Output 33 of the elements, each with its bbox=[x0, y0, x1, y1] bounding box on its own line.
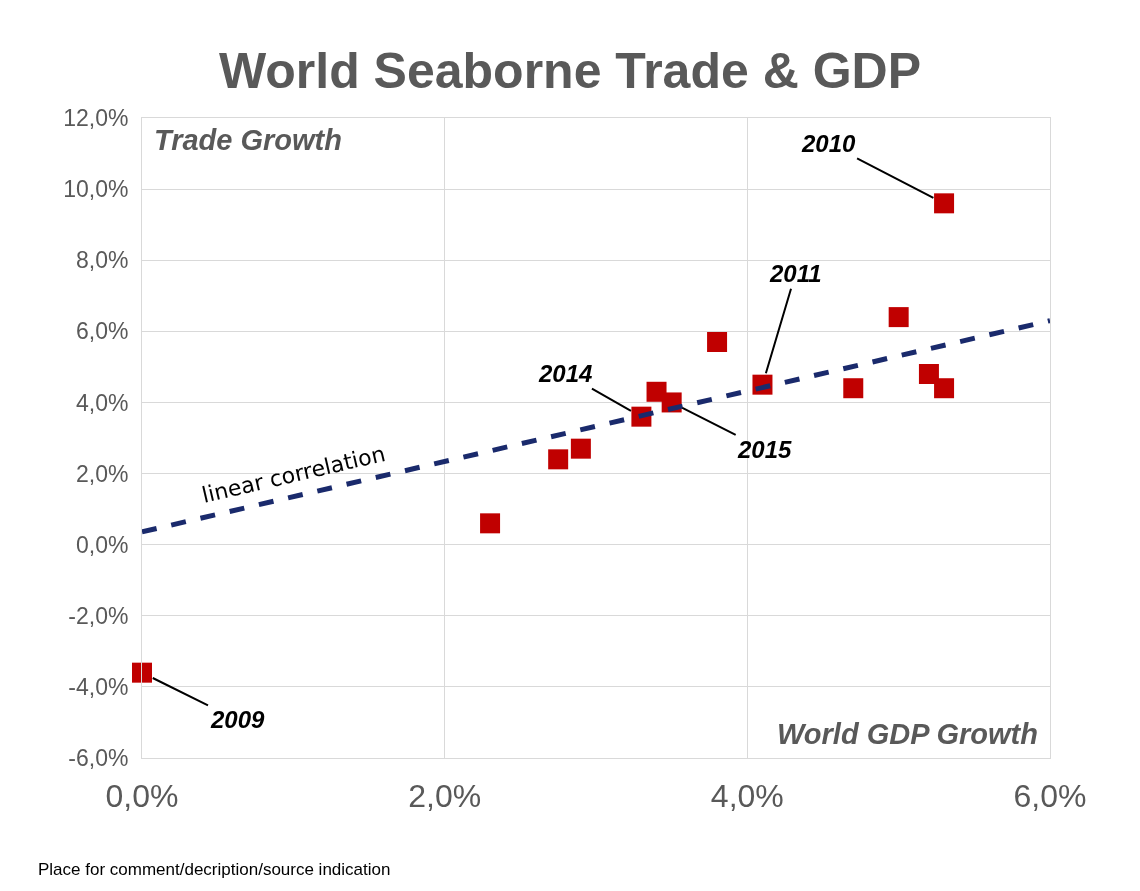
chart-title: World Seaborne Trade & GDP bbox=[218, 42, 922, 99]
text: Place for comment/decription/source indication bbox=[38, 860, 391, 879]
y-tick-label: -2,0% bbox=[68, 602, 129, 629]
point bbox=[934, 378, 955, 399]
point bbox=[548, 449, 569, 470]
x-axis-title: World GDP Growth bbox=[777, 718, 1038, 750]
y-axis-title: Trade Growth bbox=[154, 124, 342, 156]
x-tick-label: 2,0% bbox=[408, 778, 482, 815]
point bbox=[843, 378, 864, 399]
point bbox=[570, 438, 591, 459]
point bbox=[707, 332, 728, 352]
x-tick-label: 6,0% bbox=[1013, 778, 1087, 815]
annotation: 2009 bbox=[210, 706, 266, 733]
annotation: 2011 bbox=[769, 260, 822, 287]
x-tick-label: 4,0% bbox=[710, 778, 784, 815]
point bbox=[480, 513, 501, 534]
y-tick-label: -6,0% bbox=[68, 745, 129, 772]
annotation: 2010 bbox=[801, 130, 857, 157]
y-tick-label: 12,0% bbox=[63, 105, 129, 132]
point bbox=[918, 364, 939, 384]
point bbox=[132, 662, 152, 683]
point bbox=[934, 193, 955, 214]
y-tick-label: 0,0% bbox=[75, 531, 129, 558]
y-tick-label: 2,0% bbox=[75, 460, 129, 487]
x-tick-label: 0,0% bbox=[105, 778, 179, 815]
annotation: 2015 bbox=[737, 436, 793, 463]
y-tick-label: 10,0% bbox=[63, 176, 129, 203]
y-tick-label: 8,0% bbox=[75, 247, 129, 274]
y-tick-label: -4,0% bbox=[68, 673, 129, 700]
point bbox=[888, 307, 909, 328]
y-tick-label: 4,0% bbox=[75, 389, 129, 416]
y-tick-label: 6,0% bbox=[75, 318, 129, 345]
annotation: 2014 bbox=[538, 360, 593, 387]
